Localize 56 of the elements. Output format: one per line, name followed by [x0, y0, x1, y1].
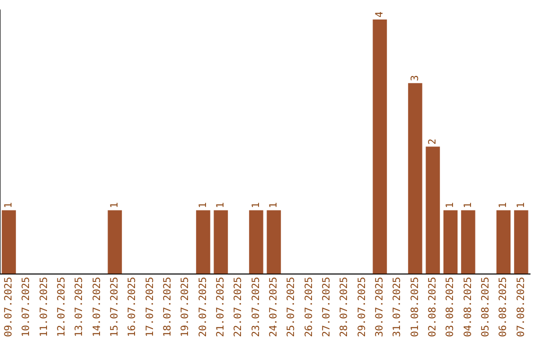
x-tick-label: 24.07.2025	[268, 276, 280, 338]
x-tick-label: 21.07.2025	[215, 276, 226, 338]
data-label: 1	[250, 202, 262, 208]
bar	[426, 146, 440, 274]
x-tick-label: 02.08.2025	[427, 276, 438, 338]
bar	[514, 210, 528, 274]
x-tick-label: 18.07.2025	[162, 276, 174, 338]
bar	[408, 83, 422, 274]
x-tick-label: 25.07.2025	[286, 276, 298, 338]
x-tick-label: 12.07.2025	[56, 276, 68, 338]
x-tick-label: 19.07.2025	[180, 276, 192, 338]
x-tick-label: 17.07.2025	[144, 276, 156, 338]
data-label: 1	[215, 202, 226, 208]
bar	[2, 210, 16, 274]
bar	[443, 210, 458, 274]
x-tick-label: 03.08.2025	[445, 276, 456, 338]
x-tick-label: 01.08.2025	[410, 276, 421, 338]
x-tick-label: 05.08.2025	[480, 276, 492, 338]
x-tick-label: 16.07.2025	[127, 276, 138, 338]
x-tick-label: 09.07.2025	[3, 276, 14, 338]
bar	[214, 210, 228, 274]
x-tick-label: 27.07.2025	[321, 276, 332, 338]
data-label: 1	[445, 202, 456, 208]
data-label: 1	[516, 202, 527, 208]
bar	[461, 210, 476, 274]
x-tick-label: 13.07.2025	[74, 276, 86, 338]
x-tick-label: 15.07.2025	[109, 276, 120, 338]
x-tick-label: 11.07.2025	[38, 276, 50, 338]
data-label: 1	[3, 202, 14, 208]
x-tick-label: 06.08.2025	[498, 276, 510, 338]
x-tick-label: 07.08.2025	[516, 276, 527, 338]
bar	[372, 20, 387, 274]
x-tick-label: 10.07.2025	[21, 276, 32, 338]
bar	[249, 210, 264, 274]
data-label: 1	[198, 202, 209, 208]
x-tick-label: 14.07.2025	[92, 276, 103, 338]
data-label: 2	[427, 138, 438, 145]
bar	[266, 210, 281, 274]
x-tick-label: 28.07.2025	[339, 276, 350, 338]
data-label: 1	[498, 202, 510, 208]
x-tick-label: 31.07.2025	[392, 276, 404, 338]
data-label: 4	[374, 12, 386, 18]
bar	[196, 210, 210, 274]
x-tick-label: 22.07.2025	[233, 276, 244, 338]
data-label: 1	[109, 202, 120, 208]
data-label: 1	[462, 202, 474, 208]
x-tick-label: 23.07.2025	[250, 276, 262, 338]
data-label: 1	[268, 202, 280, 208]
x-tick-label: 20.07.2025	[198, 276, 209, 338]
x-tick-label: 26.07.2025	[304, 276, 315, 338]
data-label: 3	[410, 75, 421, 82]
bar	[108, 210, 122, 274]
x-tick-label: 30.07.2025	[374, 276, 386, 338]
bar	[496, 210, 511, 274]
x-tick-label: 04.08.2025	[462, 276, 474, 338]
x-tick-label: 29.07.2025	[356, 276, 368, 338]
